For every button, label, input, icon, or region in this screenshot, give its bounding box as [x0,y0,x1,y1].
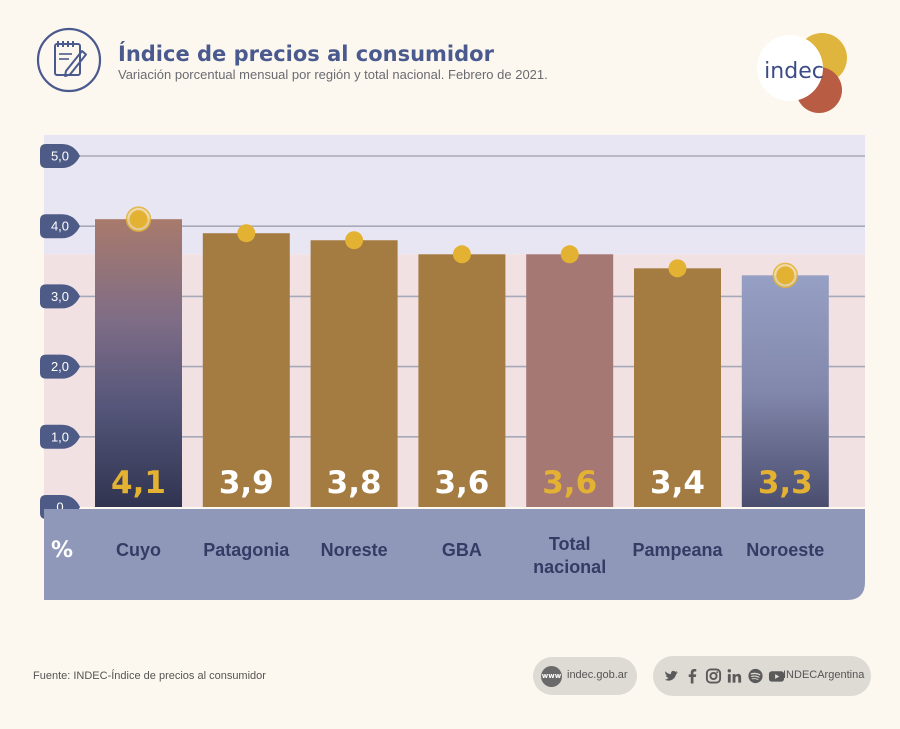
indec-logo [757,33,847,113]
bar [418,254,506,507]
bar-value-label: 3,3 [758,465,813,501]
bar [634,268,721,507]
linkedin-icon[interactable] [726,667,743,685]
website-text: indec.gob.ar [567,669,628,681]
bar [95,219,182,507]
y-tick-badge [40,284,80,309]
bar [202,233,290,507]
x-tick-label: Cuyo [116,540,161,560]
x-tick-label: Total [549,534,591,554]
y-tick-label: 3,0 [51,289,69,304]
x-tick-label: Noreste [321,540,388,560]
x-tick-label: Patagonia [203,540,290,560]
bar [741,275,829,507]
data-marker [345,231,364,250]
data-marker [776,266,795,285]
bar-value-label: 3,8 [327,465,382,501]
data-marker [668,259,687,278]
category-axis-band [44,509,865,600]
data-marker [129,210,148,229]
y-tick-badge [40,424,80,449]
chart-title: Índice de precios al consumidor [118,42,494,66]
bar-value-label: 3,4 [650,465,705,501]
data-marker [560,245,579,264]
data-marker [452,245,471,264]
chart-subtitle: Variación porcentual mensual por región … [118,67,548,82]
source-note: Fuente: INDEC-Índice de precios al consu… [33,670,266,682]
x-tick-label: Noroeste [746,540,824,560]
bar-value-label: 3,6 [542,465,597,501]
x-tick-label: Pampeana [632,540,723,560]
x-tick-label: GBA [442,540,482,560]
instagram-icon[interactable] [705,667,722,685]
bar-value-label: 4,1 [111,465,166,501]
y-tick-label: 2,0 [51,359,69,374]
bar [310,240,398,508]
logo-wordmark: indec [764,59,824,84]
facebook-icon[interactable] [684,667,701,685]
website-link[interactable]: www indec.gob.ar [533,657,637,695]
unit-label: % [51,538,73,563]
y-tick-label: 5,0 [51,149,69,164]
bar-value-label: 3,9 [219,465,274,501]
y-tick-badge [40,354,80,379]
y-tick-label: 4,0 [51,219,69,234]
twitter-icon[interactable] [663,667,680,685]
notepad-pencil-icon [36,27,102,93]
x-tick-label: nacional [533,557,606,577]
social-links[interactable]: INDECArgentina [653,656,871,696]
y-tick-badge [40,214,80,239]
y-tick-badge [40,144,80,168]
data-marker [237,224,256,243]
bar-value-label: 3,6 [434,465,489,501]
spotify-icon[interactable] [747,667,764,685]
social-handle: INDECArgentina [783,669,865,681]
y-tick-label: 0 [56,500,63,515]
bar [526,254,614,507]
youtube-icon[interactable] [768,667,785,685]
globe-icon: www [541,666,562,687]
y-tick-label: 1,0 [51,429,69,444]
